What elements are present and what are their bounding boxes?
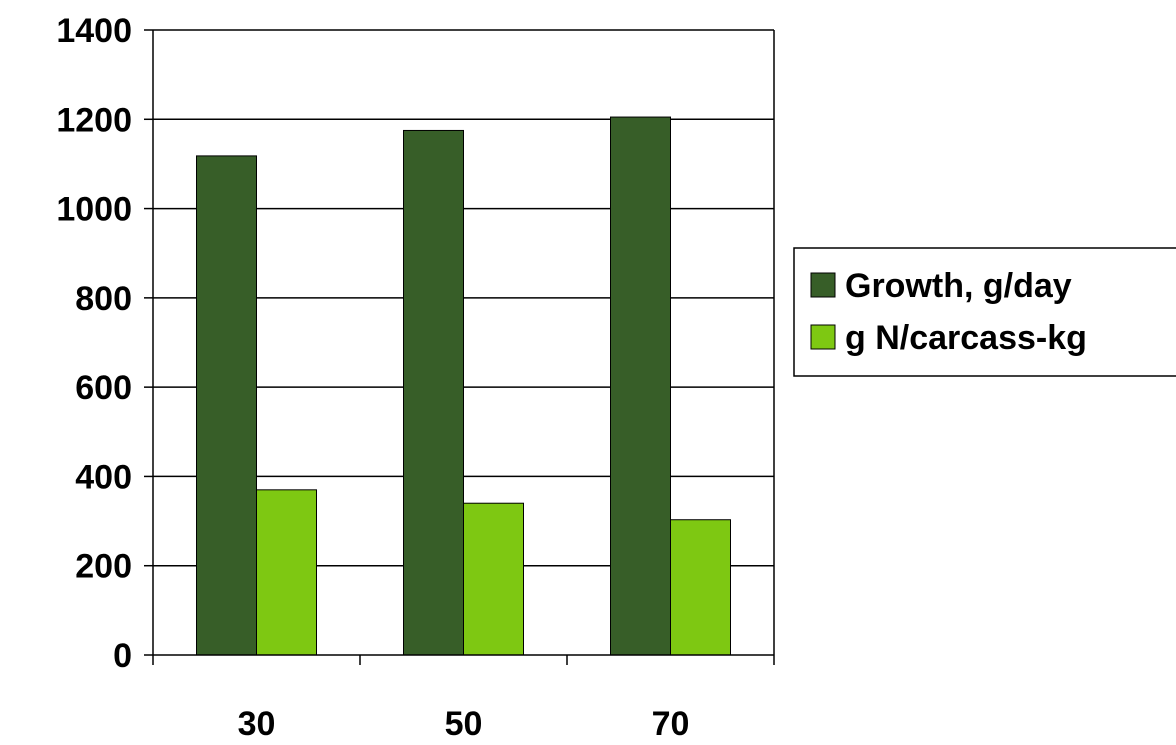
bar-growth-30 (196, 155, 257, 656)
legend-box (793, 247, 1176, 377)
y-tick-label: 200 (75, 548, 132, 586)
x-tick-labels: 30 50 70 (238, 705, 690, 743)
bar-n-carcass-50 (463, 502, 524, 656)
y-tick-label: 400 (75, 458, 132, 496)
x-tick-label: 70 (652, 705, 690, 743)
y-tick-label: 1000 (56, 191, 132, 229)
y-tick-label: 800 (75, 280, 132, 318)
bar-n-carcass-70 (670, 519, 731, 656)
x-tick-label: 30 (238, 705, 276, 743)
bar-n-carcass-30 (256, 489, 317, 656)
bars (196, 116, 731, 656)
legend-swatch (810, 272, 836, 298)
y-tick-labels: 0 200 400 600 800 1000 1200 1400 (56, 12, 132, 675)
x-tick-label: 50 (445, 705, 483, 743)
y-tick-label: 600 (75, 369, 132, 407)
bar-growth-70 (610, 116, 671, 656)
axes (144, 29, 775, 665)
legend-label: g N/carcass-kg (845, 319, 1087, 357)
legend-swatch (810, 324, 836, 350)
legend-label: Growth, g/day (845, 267, 1072, 305)
y-tick-label: 0 (113, 637, 132, 675)
y-tick-label: 1200 (56, 101, 132, 139)
legend: Growth, g/day g N/carcass-kg (793, 247, 1176, 377)
bar-growth-50 (403, 129, 464, 656)
y-tick-label: 1400 (56, 12, 132, 50)
